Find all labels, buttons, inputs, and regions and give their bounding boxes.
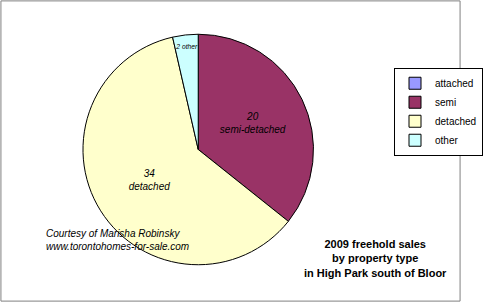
svg-text:other: other [435,135,458,146]
svg-text:attached: attached [435,78,473,89]
svg-text:detached: detached [435,116,476,127]
svg-text:20semi-detached: 20semi-detached [220,111,286,135]
svg-text:2009 freehold salesby property: 2009 freehold salesby property typein Hi… [304,238,447,279]
svg-text:Courtesy of Marisha Robinskyww: Courtesy of Marisha Robinskywww.torontoh… [46,228,189,252]
svg-text:semi: semi [435,97,456,108]
svg-text:2 other: 2 other [175,43,198,50]
svg-text:34detached: 34detached [129,168,171,192]
